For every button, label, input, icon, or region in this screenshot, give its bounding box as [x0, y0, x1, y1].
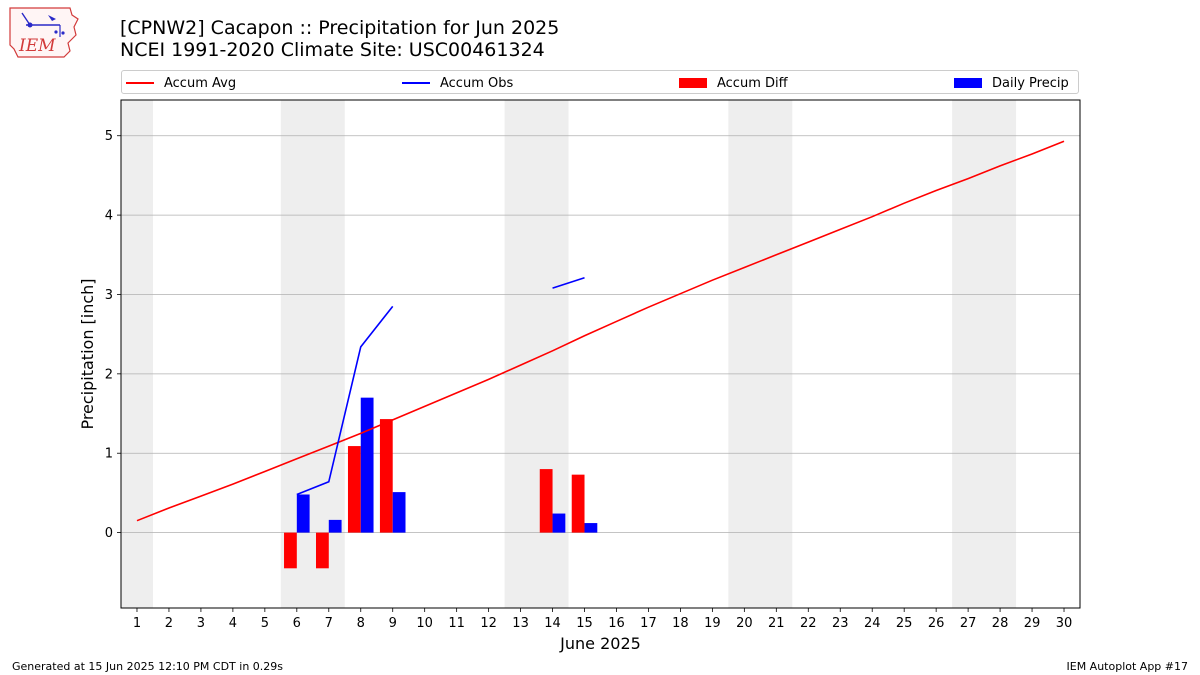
y-tick-label: 3	[105, 288, 113, 303]
iem-logo: IEM	[8, 5, 80, 59]
legend-item-accum-avg: Accum Avg	[126, 75, 236, 91]
y-tick-label: 4	[105, 209, 113, 224]
x-tick-label: 13	[512, 616, 529, 631]
title-line-1: [CPNW2] Cacapon :: Precipitation for Jun…	[120, 17, 560, 39]
logo-text: IEM	[18, 36, 56, 56]
x-tick-label: 3	[197, 616, 205, 631]
x-tick-label: 1	[133, 616, 141, 631]
x-tick-label: 20	[736, 616, 753, 631]
x-tick-label: 2	[165, 616, 173, 631]
weekend-shade	[121, 100, 153, 608]
legend-label: Daily Precip	[992, 75, 1069, 91]
accum-diff-bar	[571, 474, 585, 533]
x-tick-label: 5	[261, 616, 269, 631]
x-tick-label: 8	[357, 616, 365, 631]
legend-item-accum-obs: Accum Obs	[402, 75, 513, 91]
accum-diff-bar	[284, 532, 297, 569]
y-tick-label: 2	[105, 367, 113, 382]
legend-swatch-red-line	[126, 82, 154, 84]
x-tick-label: 29	[1024, 616, 1041, 631]
title-line-2: NCEI 1991-2020 Climate Site: USC00461324	[120, 39, 545, 61]
x-axis-label: June 2025	[559, 634, 641, 653]
legend-label: Accum Avg	[164, 75, 237, 91]
x-tick-label: 16	[608, 616, 625, 631]
chart-title: [CPNW2] Cacapon :: Precipitation for Jun…	[120, 17, 559, 61]
legend-swatch-blue-line	[402, 82, 430, 84]
legend-swatch-red-bar	[679, 78, 707, 88]
x-tick-label: 10	[416, 616, 433, 631]
x-tick-label: 14	[544, 616, 561, 631]
legend-item-daily-precip: Daily Precip	[954, 75, 1069, 91]
legend-item-accum-diff: Accum Diff	[679, 75, 788, 91]
accum-obs-line	[552, 277, 585, 289]
accum-avg-line	[136, 140, 1065, 522]
x-tick-label: 4	[229, 616, 237, 631]
x-tick-label: 26	[928, 616, 945, 631]
daily-precip-bar	[296, 494, 310, 533]
y-tick-label: 1	[105, 447, 113, 462]
x-tick-label: 11	[448, 616, 465, 631]
x-tick-label: 25	[896, 616, 913, 631]
y-axis-label: Precipitation [inch]	[78, 278, 97, 429]
accum-diff-bar	[315, 532, 329, 569]
daily-precip-bar	[552, 513, 566, 533]
x-tick-label: 18	[672, 616, 689, 631]
x-tick-label: 12	[480, 616, 497, 631]
x-tick-label: 22	[800, 616, 817, 631]
weekend-shade	[952, 100, 1017, 608]
legend-label: Accum Diff	[717, 75, 788, 91]
plot-frame	[120, 99, 1081, 609]
footer-generated-text: Generated at 15 Jun 2025 12:10 PM CDT in…	[12, 660, 284, 673]
accum-diff-bar	[347, 446, 361, 533]
x-tick-label: 24	[864, 616, 881, 631]
legend-label: Accum Obs	[440, 75, 514, 91]
x-tick-label: 15	[576, 616, 593, 631]
x-tick-label: 30	[1056, 616, 1073, 631]
x-tick-label: 17	[640, 616, 657, 631]
daily-precip-bar	[328, 519, 342, 533]
accum-obs-line	[296, 305, 394, 496]
footer-app-text: IEM Autoplot App #17	[1066, 660, 1189, 673]
x-tick-label: 6	[293, 616, 301, 631]
x-tick-label: 19	[704, 616, 721, 631]
x-tick-label: 28	[992, 616, 1009, 631]
daily-precip-bar	[392, 492, 406, 533]
accum-diff-bar	[539, 469, 553, 533]
legend-swatch-blue-bar	[954, 78, 982, 88]
accum-diff-bar	[379, 419, 393, 533]
x-tick-label: 23	[832, 616, 849, 631]
weekend-shade	[728, 100, 793, 608]
x-tick-label: 9	[389, 616, 397, 631]
x-tick-label: 7	[325, 616, 333, 631]
x-tick-label: 27	[960, 616, 977, 631]
y-tick-label: 0	[105, 526, 113, 541]
x-tick-label: 21	[768, 616, 785, 631]
daily-precip-bar	[584, 523, 598, 533]
chart-legend: Accum Avg Accum Obs Accum Diff Daily Pre…	[121, 70, 1079, 94]
daily-precip-bar	[360, 397, 374, 533]
iem-logo-graphic: IEM	[9, 7, 79, 58]
y-tick-label: 5	[105, 129, 113, 144]
